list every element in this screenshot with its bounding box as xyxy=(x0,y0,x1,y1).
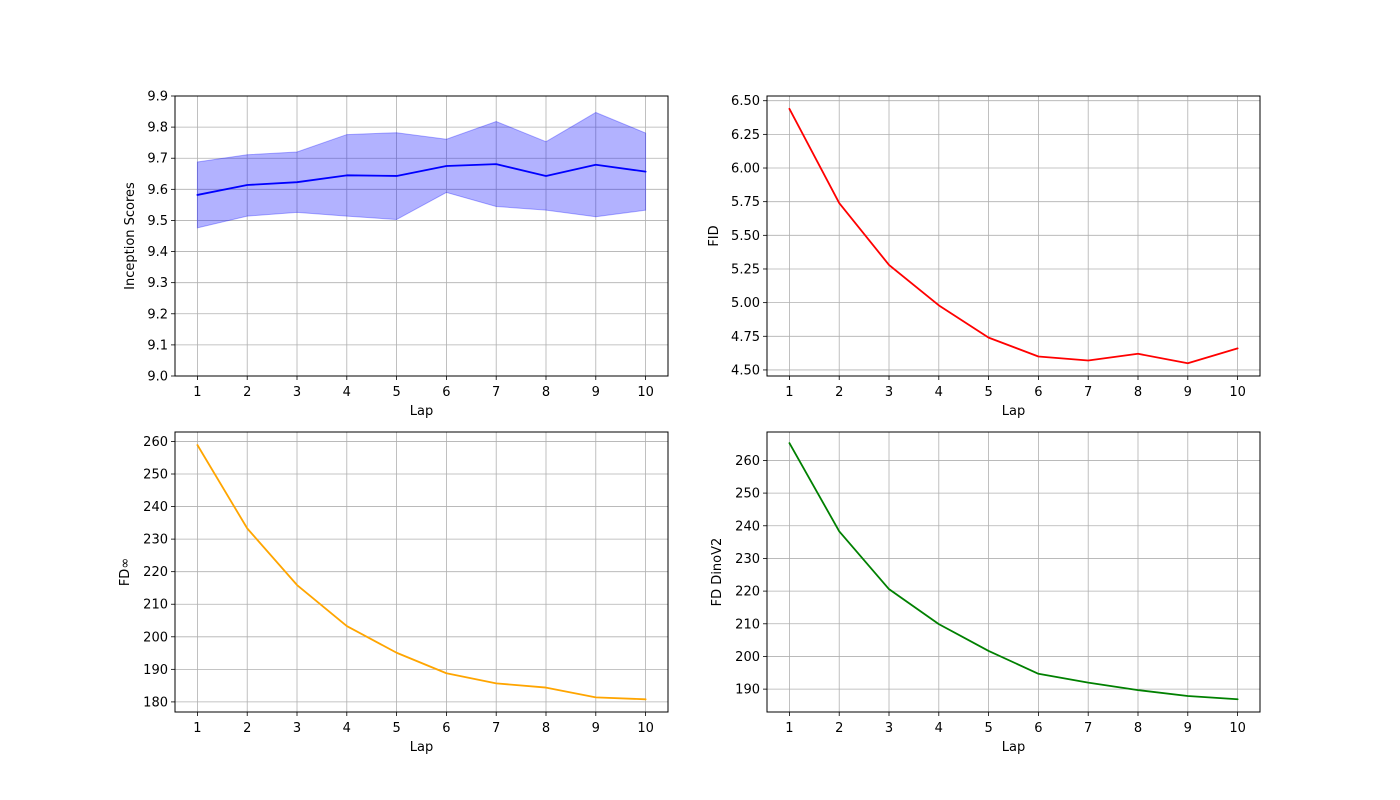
y-tick-label: 9.5 xyxy=(147,214,168,229)
y-tick-label: 210 xyxy=(735,617,760,632)
x-axis-label: Lap xyxy=(410,404,433,419)
series-line xyxy=(196,163,647,196)
x-tick-label: 9 xyxy=(592,721,600,736)
subplot-fd-infinity: 1 2 3 4 5 6 7 8 9 10 180 190 200 210 220 230 240 250 260 L… xyxy=(118,431,669,755)
series-line xyxy=(788,107,1239,365)
x-axis-label: Lap xyxy=(410,740,433,755)
x-tick-label: 3 xyxy=(885,721,893,736)
x-tick-label: 8 xyxy=(542,721,550,736)
axes-frame xyxy=(174,95,669,377)
y-tick-label: 9.8 xyxy=(147,121,168,136)
y-tick-label: 230 xyxy=(143,533,168,548)
x-tick-label: 10 xyxy=(637,385,654,400)
x-tick-label: 6 xyxy=(442,721,450,736)
y-tick-label: 4.50 xyxy=(731,363,760,378)
x-tick-label: 2 xyxy=(835,721,843,736)
x-tick-label: 7 xyxy=(1084,721,1092,736)
y-tick-label: 6.25 xyxy=(731,128,760,143)
axes-frame xyxy=(766,95,1261,377)
y-tick-label: 4.75 xyxy=(731,330,760,345)
x-tick-label: 6 xyxy=(1034,721,1042,736)
x-tick-label: 10 xyxy=(1229,721,1246,736)
x-tick-label: 7 xyxy=(1084,385,1092,400)
y-tick-label: 190 xyxy=(735,683,760,698)
y-tick-label: 180 xyxy=(143,695,168,710)
x-tick-label: 7 xyxy=(492,721,500,736)
x-tick-label: 5 xyxy=(984,721,992,736)
y-tick-label: 260 xyxy=(735,454,760,469)
x-tick-label: 9 xyxy=(592,385,600,400)
y-tick-label: 5.75 xyxy=(731,195,760,210)
y-tick-label: 9.9 xyxy=(147,90,168,105)
y-tick-label: 6.50 xyxy=(731,94,760,109)
y-axis-label: FID xyxy=(707,225,722,246)
x-tick-label: 3 xyxy=(885,385,893,400)
x-tick-label: 5 xyxy=(392,721,400,736)
y-tick-label: 9.2 xyxy=(147,307,168,322)
y-axis-label: FD DinoV2 xyxy=(710,538,725,607)
subplot-fid: 1 2 3 4 5 6 7 8 9 10 4.50 4.75 5.00 5.25 5.50 5.75 6.00 6… xyxy=(707,94,1261,419)
x-tick-label: 5 xyxy=(392,385,400,400)
y-tick-label: 6.00 xyxy=(731,162,760,177)
x-tick-label: 4 xyxy=(935,721,943,736)
x-axis-label: Lap xyxy=(1002,740,1025,755)
x-tick-label: 3 xyxy=(293,721,301,736)
y-tick-label: 9.0 xyxy=(147,370,168,385)
y-tick-label: 9.4 xyxy=(147,245,168,260)
subplot-inception-scores: 1 2 3 4 5 6 7 8 9 10 9.0 9.1 9.2 9.3 9.4 9.5 9.6 9.7 9.8 9.… xyxy=(123,90,669,419)
x-tick-label: 8 xyxy=(1134,721,1142,736)
y-tick-label: 9.3 xyxy=(147,276,168,291)
x-tick-label: 4 xyxy=(343,385,351,400)
x-tick-label: 10 xyxy=(1229,385,1246,400)
series-line xyxy=(196,444,647,701)
y-tick-label: 9.1 xyxy=(147,338,168,353)
y-tick-label: 5.25 xyxy=(731,262,760,277)
y-tick-label: 200 xyxy=(735,650,760,665)
y-axis-label: Inception Scores xyxy=(123,182,138,290)
x-tick-label: 7 xyxy=(492,385,500,400)
x-tick-label: 4 xyxy=(343,721,351,736)
y-tick-label: 9.7 xyxy=(147,152,168,167)
y-axis-label: FD∞ xyxy=(118,558,133,586)
x-tick-label: 2 xyxy=(243,385,251,400)
x-tick-label: 1 xyxy=(193,721,201,736)
y-tick-label: 250 xyxy=(735,487,760,502)
x-tick-label: 5 xyxy=(984,385,992,400)
y-tick-label: 5.00 xyxy=(731,296,760,311)
x-axis-label: Lap xyxy=(1002,404,1025,419)
y-tick-label: 260 xyxy=(143,435,168,450)
y-tick-label: 250 xyxy=(143,468,168,483)
x-tick-label: 9 xyxy=(1184,721,1192,736)
y-tick-label: 200 xyxy=(143,630,168,645)
x-tick-label: 8 xyxy=(1134,385,1142,400)
x-tick-label: 1 xyxy=(785,385,793,400)
x-tick-label: 1 xyxy=(193,385,201,400)
y-tick-label: 240 xyxy=(143,500,168,515)
axes-frame xyxy=(766,431,1261,713)
x-tick-label: 10 xyxy=(637,721,654,736)
x-tick-label: 8 xyxy=(542,385,550,400)
x-tick-label: 6 xyxy=(442,385,450,400)
y-tick-label: 5.50 xyxy=(731,229,760,244)
x-tick-label: 4 xyxy=(935,385,943,400)
y-tick-label: 220 xyxy=(735,585,760,600)
x-tick-label: 2 xyxy=(243,721,251,736)
x-tick-label: 2 xyxy=(835,385,843,400)
x-tick-label: 3 xyxy=(293,385,301,400)
y-tick-label: 9.6 xyxy=(147,183,168,198)
series-line xyxy=(788,442,1239,701)
y-tick-label: 240 xyxy=(735,519,760,534)
x-tick-label: 9 xyxy=(1184,385,1192,400)
y-tick-label: 210 xyxy=(143,598,168,613)
x-tick-label: 1 xyxy=(785,721,793,736)
x-tick-label: 6 xyxy=(1034,385,1042,400)
y-tick-label: 190 xyxy=(143,663,168,678)
y-tick-label: 220 xyxy=(143,565,168,580)
y-tick-label: 230 xyxy=(735,552,760,567)
